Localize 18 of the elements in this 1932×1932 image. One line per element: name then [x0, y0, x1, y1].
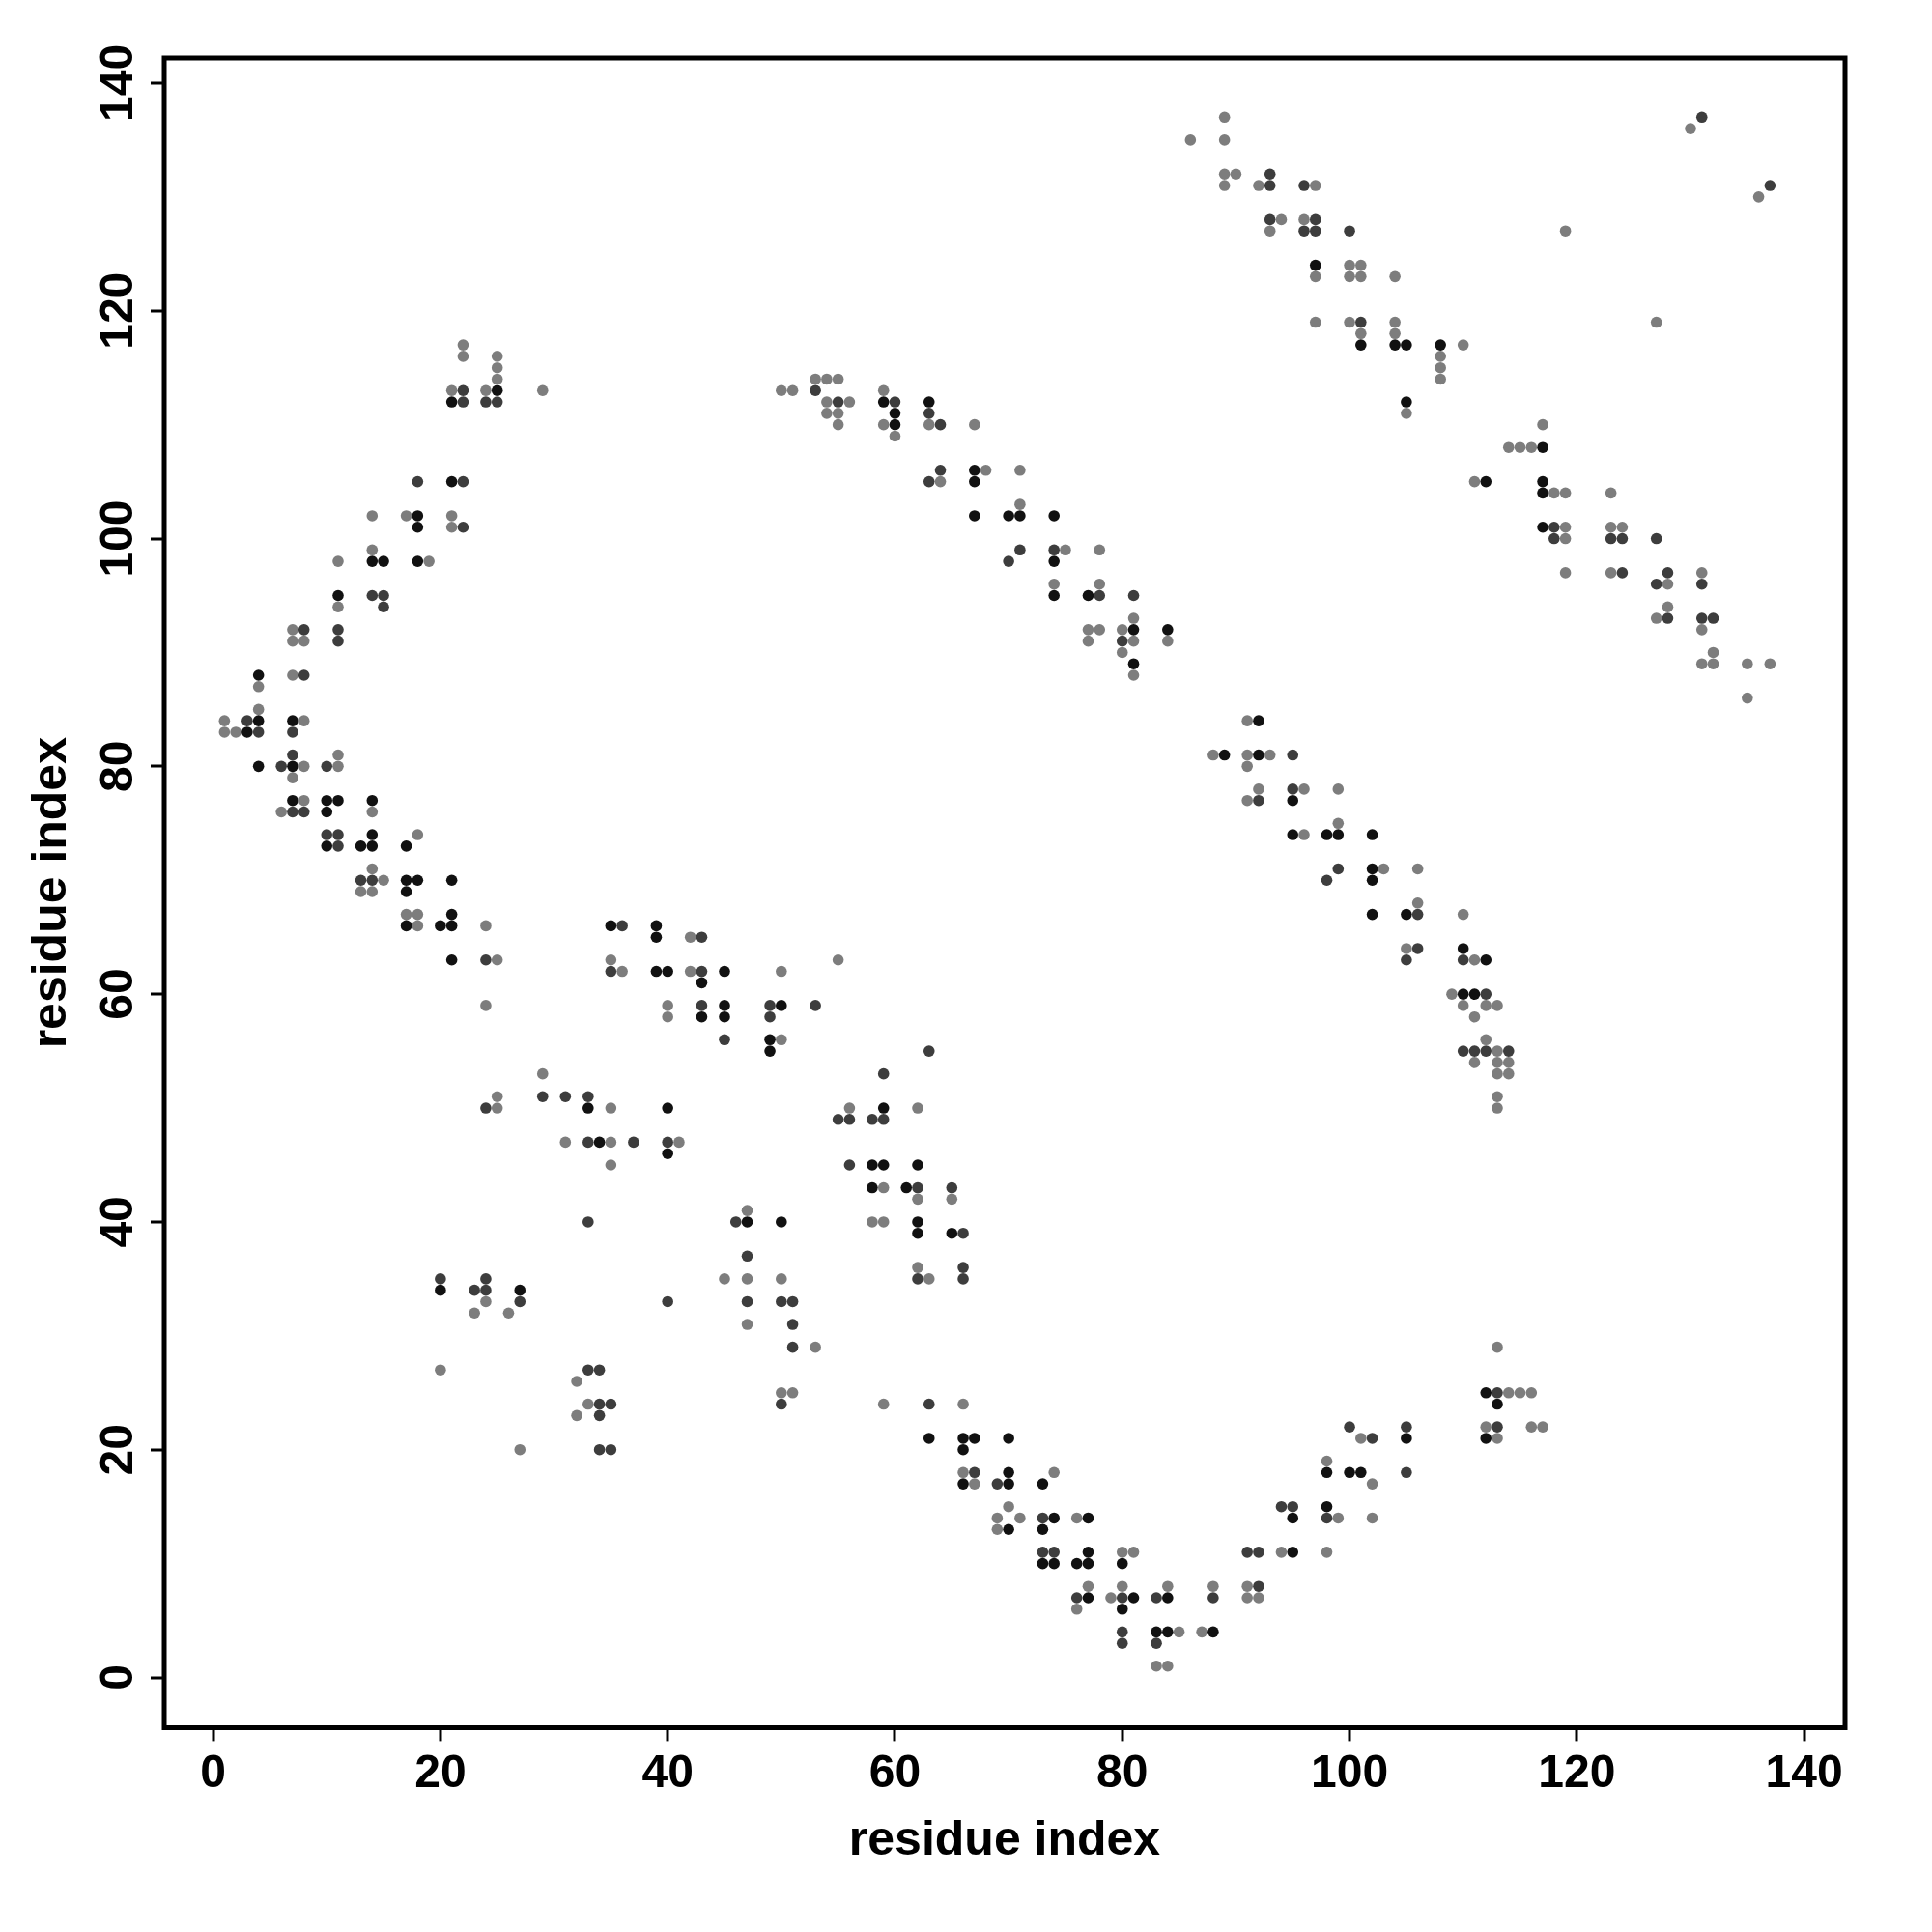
x-tick-label: 20 [414, 1746, 467, 1798]
x-tick-label: 40 [641, 1746, 694, 1798]
x-tick-label: 0 [200, 1746, 226, 1798]
x-tick-label: 140 [1765, 1746, 1843, 1798]
y-tick-label: 20 [91, 1424, 143, 1476]
y-tick-label: 60 [91, 968, 143, 1020]
x-tick-label: 60 [868, 1746, 922, 1798]
y-tick-label: 140 [91, 43, 143, 122]
x-axis-title: residue index [848, 1810, 1161, 1865]
x-tick-label: 100 [1311, 1746, 1389, 1798]
y-tick-label: 120 [91, 271, 143, 350]
y-tick-label: 40 [91, 1196, 143, 1248]
y-tick-label: 80 [91, 740, 143, 793]
y-tick-label: 0 [91, 1664, 143, 1690]
x-tick-label: 120 [1538, 1746, 1616, 1798]
y-axis-title: residue index [21, 736, 76, 1049]
x-tick-label: 80 [1096, 1746, 1149, 1798]
y-tick-label: 100 [91, 499, 143, 578]
